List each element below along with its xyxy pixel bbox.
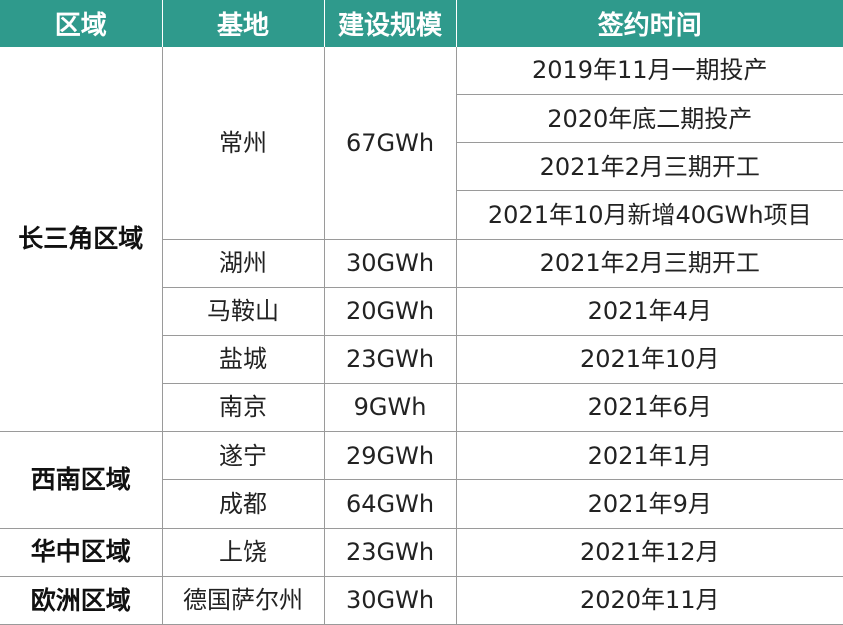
sign-time-cell: 2021年4月 [455,286,843,336]
scale-cell: 23GWh [323,527,457,577]
sign-time-cell: 2021年10月 [455,334,843,385]
sign-time-cell: 2021年12月 [455,527,843,577]
header-row: 区域 基地 建设规模 签约时间 [0,0,843,47]
header-scale: 建设规模 [323,0,456,47]
table-row: 马鞍山 20GWh 2021年4月 [0,286,843,336]
sign-time-cell: 2021年9月 [455,479,843,529]
base-cell: 南京 [162,383,325,433]
sign-time-cell: 2020年11月 [455,575,843,625]
table-row: 南京 9GWh 2021年6月 [0,383,843,433]
scale-cell: 20GWh [323,286,457,336]
table-row: 2020年底二期投产 [0,94,843,144]
header-sign-time: 签约时间 [455,0,843,47]
header-base: 基地 [161,0,324,47]
header-region: 区域 [0,0,162,47]
scale-cell: 67GWh [323,47,457,240]
sign-time-cell: 2021年1月 [455,431,843,481]
sign-time-cell: 2021年10月新增40GWh项目 [456,190,843,240]
sign-time-cell: 2020年底二期投产 [456,94,843,144]
base-cell: 遂宁 [161,431,325,481]
base-cell: 德国萨尔州 [161,575,325,625]
table-row: 2021年2月三期开工 [0,142,843,192]
base-cell: 湖州 [162,238,325,288]
table-row: 长三角区域 常州 67GWh 2019年11月一期投产 [0,47,843,433]
sign-time-cell: 2021年2月三期开工 [456,142,843,192]
table-row: 成都 64GWh 2021年9月 [0,479,843,529]
base-cell: 盐城 [162,334,325,385]
table-header: 区域 基地 建设规模 签约时间 [0,0,843,47]
table-row: 西南区域 遂宁 29GWh 2021年1月 [0,431,843,529]
region-cell: 长三角区域 [0,47,163,433]
scale-cell: 29GWh [323,431,457,481]
scale-cell: 23GWh [323,334,457,385]
base-cell: 上饶 [161,527,325,577]
sign-time-cell: 2021年6月 [455,383,843,433]
scale-cell: 64GWh [323,479,457,529]
scale-cell: 30GWh [323,238,457,288]
table-row: 2021年10月新增40GWh项目 [0,190,843,240]
scale-cell: 30GWh [323,575,457,625]
region-cell: 西南区域 [0,431,163,529]
base-cell: 马鞍山 [162,286,325,336]
scale-cell: 9GWh [323,383,457,433]
base-cell: 常州 [161,47,325,240]
table-row: 华中区域 上饶 23GWh 2021年12月 [0,527,843,577]
sign-time-cell: 2021年2月三期开工 [455,238,843,288]
table-row: 欧洲区域 德国萨尔州 30GWh 2020年11月 [0,575,843,625]
region-cell: 华中区域 [0,527,163,577]
region-cell: 欧洲区域 [0,575,163,625]
base-cell: 成都 [162,479,325,529]
table-row: 湖州 30GWh 2021年2月三期开工 [0,238,843,288]
table-body: 长三角区域 常州 67GWh 2019年11月一期投产 2020年底二期投产 2… [0,47,843,625]
sign-time-cell: 2019年11月一期投产 [455,47,843,96]
table-row: 盐城 23GWh 2021年10月 [0,334,843,385]
